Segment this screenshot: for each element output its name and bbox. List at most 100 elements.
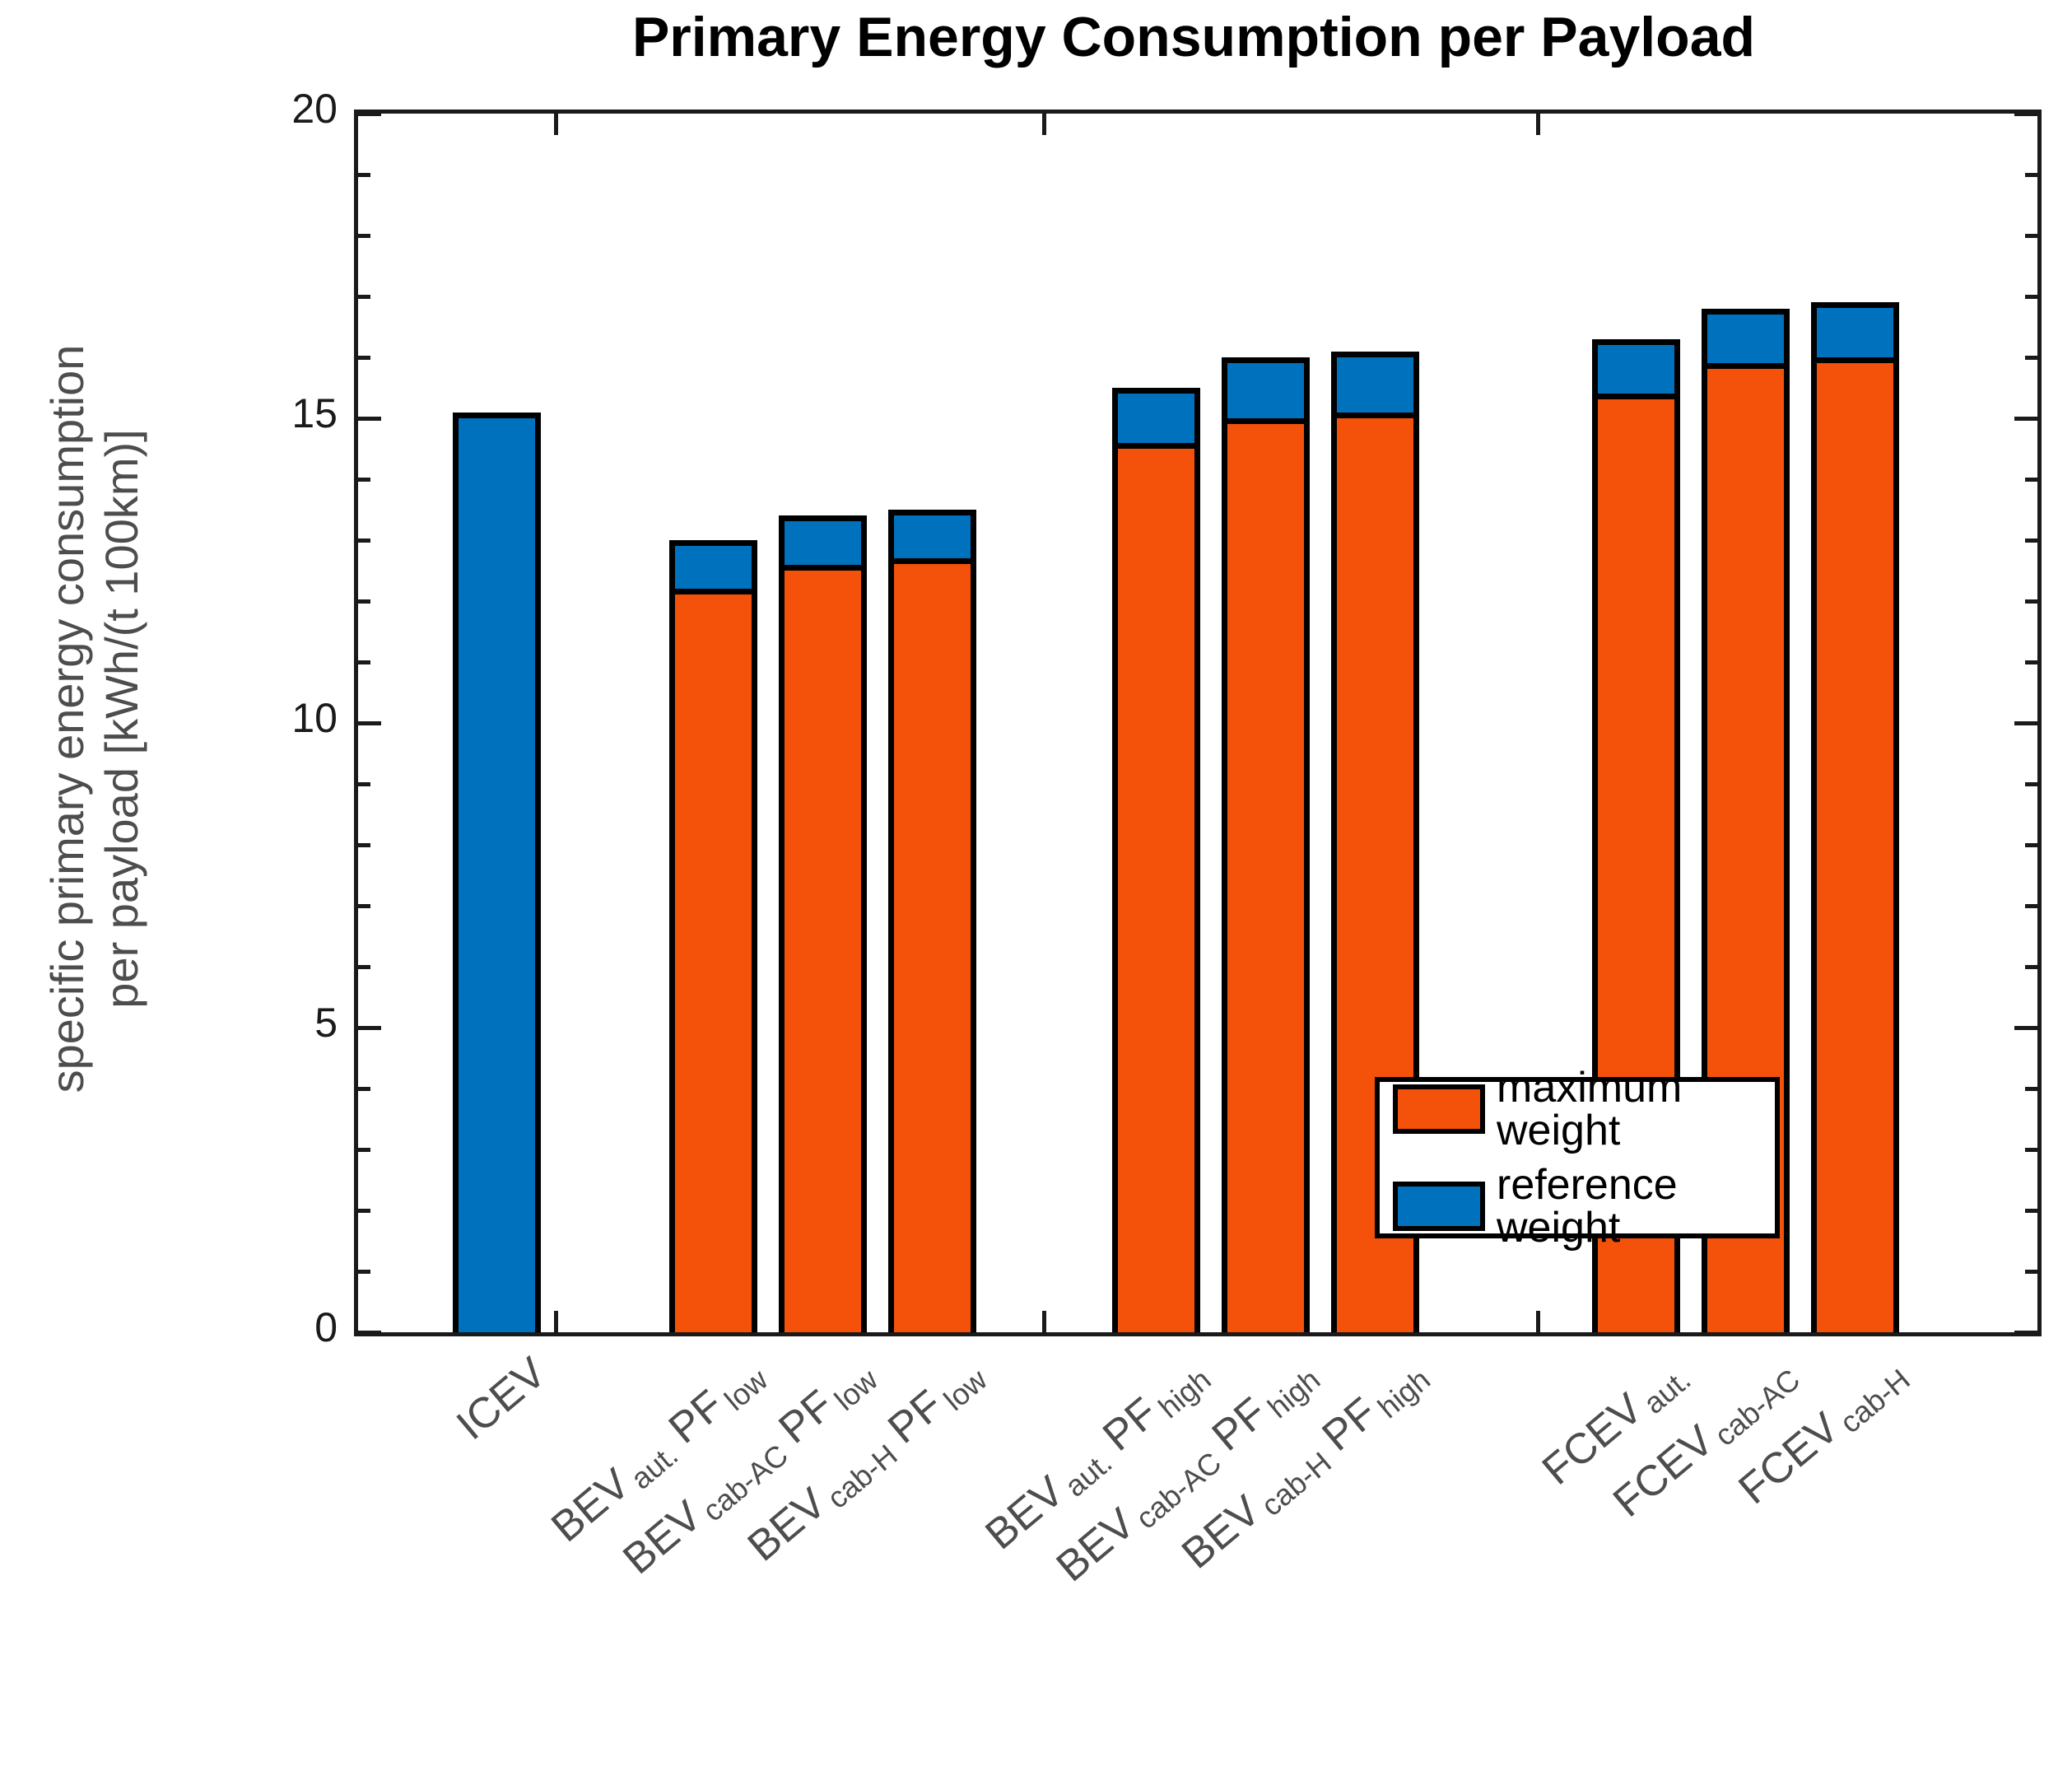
legend: maximum weight reference weight xyxy=(1375,1066,1780,1249)
legend-swatch-reference-weight xyxy=(1393,1182,1485,1231)
y-tick-right xyxy=(2025,599,2037,604)
bar-segment-reference-weight xyxy=(453,412,541,1332)
x-tick-bottom xyxy=(1536,1311,1540,1332)
x-label-subscript: high xyxy=(1152,1362,1218,1425)
bar-segment-reference-weight xyxy=(1112,388,1200,443)
y-tick-right xyxy=(2025,1087,2037,1091)
y-tick-label: 0 xyxy=(314,1304,338,1350)
y-tick-left xyxy=(358,1026,381,1030)
y-tick-right xyxy=(2025,843,2037,847)
x-label-subscript: high xyxy=(1371,1362,1436,1425)
y-tick-label: 20 xyxy=(291,86,338,132)
y-axis-label: specific primary energy consumption per … xyxy=(40,345,149,1093)
x-tick-top xyxy=(1536,114,1540,135)
bar-segment-reference-weight xyxy=(1222,357,1310,418)
y-tick-right xyxy=(2025,782,2037,786)
y-axis-label-line2: per payload [kWh/(t 100km)] xyxy=(95,429,147,1009)
bar-segment-reference-weight xyxy=(669,540,757,590)
x-label-subscript: low xyxy=(718,1362,775,1417)
bar-segment-maximum-weight xyxy=(1222,418,1310,1332)
y-tick-left xyxy=(358,295,370,299)
x-label-subscript: cab-H xyxy=(820,1438,904,1515)
plot-area: maximum weight reference weight xyxy=(354,110,2042,1336)
x-tick-bottom xyxy=(1042,1311,1046,1332)
bar-segment-reference-weight xyxy=(1702,308,1790,364)
x-tick-label-1: ICEV xyxy=(448,1348,556,1450)
bar-icev xyxy=(453,412,541,1332)
y-tick-left xyxy=(358,538,370,543)
y-tick-right xyxy=(2025,478,2037,482)
y-axis-label-line1: specific primary energy consumption xyxy=(41,344,93,1093)
y-tick-right xyxy=(2025,538,2037,543)
bar-segment-maximum-weight xyxy=(779,564,867,1332)
y-tick-left xyxy=(358,660,370,664)
y-tick-right xyxy=(2025,295,2037,299)
y-tick-left xyxy=(358,173,370,177)
bar-segment-maximum-weight xyxy=(669,589,757,1332)
y-tick-right xyxy=(2014,1331,2037,1335)
y-tick-left xyxy=(358,356,370,360)
x-label-main: ICEV xyxy=(448,1348,556,1450)
y-tick-left xyxy=(358,478,370,482)
y-tick-label: 10 xyxy=(291,695,338,741)
y-tick-left xyxy=(358,721,381,725)
bar-segment-reference-weight xyxy=(1811,302,1899,357)
x-tick-bottom xyxy=(554,1311,558,1332)
bar-bev-aut-pf-low xyxy=(669,540,757,1332)
y-tick-right xyxy=(2025,1209,2037,1213)
x-tick-top xyxy=(1042,114,1046,135)
y-tick-left xyxy=(358,782,370,786)
y-tick-left xyxy=(358,112,381,116)
y-tick-right xyxy=(2014,112,2037,116)
y-tick-left xyxy=(358,599,370,604)
y-tick-right xyxy=(2025,356,2037,360)
y-tick-right xyxy=(2014,417,2037,421)
y-tick-right xyxy=(2014,1026,2037,1030)
bar-bev-cab-ac-pf-low xyxy=(779,515,867,1332)
x-label-subscript: high xyxy=(1261,1362,1327,1425)
bar-segment-reference-weight xyxy=(1592,338,1680,394)
y-tick-right xyxy=(2025,904,2037,908)
legend-label-reference-weight: reference weight xyxy=(1497,1161,1678,1252)
bar-segment-maximum-weight xyxy=(1811,357,1899,1332)
y-tick-right xyxy=(2025,1270,2037,1274)
x-label-subscript: cab-H xyxy=(1254,1445,1338,1522)
bar-segment-reference-weight xyxy=(888,510,976,559)
bar-segment-maximum-weight xyxy=(888,558,976,1332)
bar-segment-reference-weight xyxy=(779,515,867,565)
y-tick-right xyxy=(2025,173,2037,177)
x-label-subscript: low xyxy=(937,1362,994,1417)
y-tick-left xyxy=(358,1209,370,1213)
legend-entry-reference-weight: reference weight xyxy=(1393,1163,1775,1249)
y-tick-left xyxy=(358,1087,370,1091)
bar-fcev-cab-h xyxy=(1811,302,1899,1332)
y-tick-right xyxy=(2025,965,2037,969)
bar-bev-aut-pf-high xyxy=(1112,388,1200,1332)
y-tick-left xyxy=(358,1148,370,1152)
y-tick-left xyxy=(358,1270,370,1274)
bar-bev-cab-h-pf-low xyxy=(888,510,976,1332)
bar-segment-maximum-weight xyxy=(1112,442,1200,1332)
y-tick-left xyxy=(358,1331,381,1335)
y-tick-label: 15 xyxy=(291,390,338,436)
y-tick-right xyxy=(2014,721,2037,725)
y-tick-left xyxy=(358,234,370,238)
x-label-subscript: low xyxy=(827,1362,884,1417)
x-tick-top xyxy=(554,114,558,135)
chart-title: Primary Energy Consumption per Payload xyxy=(631,6,1756,68)
bar-segment-reference-weight xyxy=(1331,351,1419,413)
y-tick-right xyxy=(2025,660,2037,664)
y-tick-left xyxy=(358,904,370,908)
legend-swatch-maximum-weight xyxy=(1393,1084,1485,1134)
y-tick-left xyxy=(358,965,370,969)
y-tick-left xyxy=(358,417,381,421)
legend-entry-maximum-weight: maximum weight xyxy=(1393,1066,1775,1152)
x-label-subscript: aut. xyxy=(1637,1362,1697,1420)
y-tick-label: 5 xyxy=(314,1000,338,1046)
y-tick-left xyxy=(358,843,370,847)
x-label-subscript: cab-H xyxy=(1832,1362,1916,1440)
legend-label-maximum-weight: maximum weight xyxy=(1497,1064,1683,1154)
y-tick-right xyxy=(2025,234,2037,238)
bar-bev-cab-ac-pf-high xyxy=(1222,357,1310,1332)
